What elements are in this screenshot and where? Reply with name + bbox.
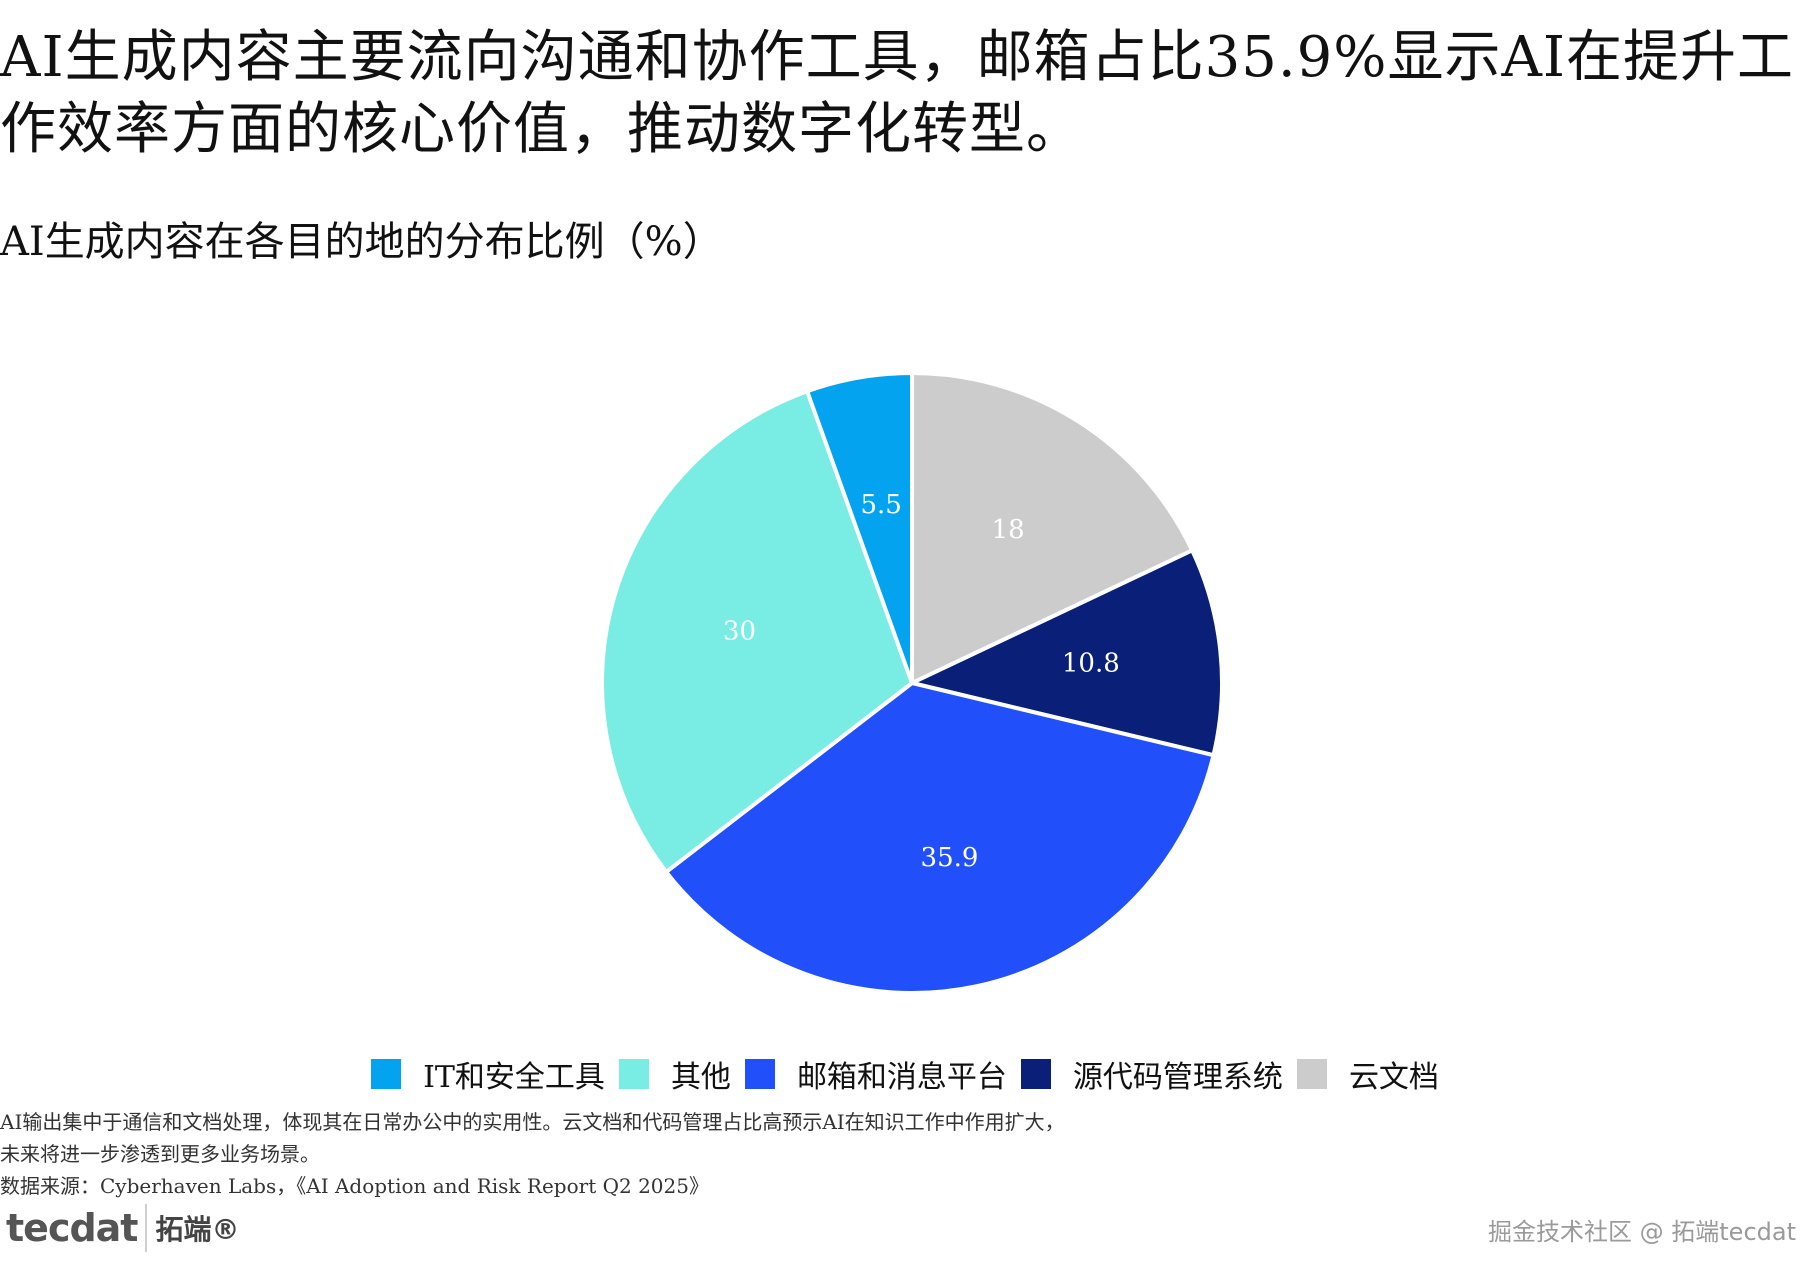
legend-swatch: [371, 1059, 402, 1089]
legend-item: 其他: [618, 1052, 735, 1096]
note-line: 未来将进一步渗透到更多业务场景。: [0, 1142, 320, 1166]
legend-swatch: [1020, 1059, 1051, 1089]
pie-chart: 18 10.8 35.9 30 5.5: [600, 371, 1224, 995]
chart-legend: IT和安全工具 其他 邮箱和消息平台 源代码管理系统 云文档: [0, 1052, 1814, 1096]
watermark: 掘金技术社区 @ 拓端tecdat: [1488, 1218, 1796, 1246]
pie-slice-0: [910, 371, 1195, 685]
slice-value-label: 35.9: [921, 843, 979, 873]
legend-label: 其他: [670, 1060, 731, 1095]
headline: AI生成内容主要流向沟通和协作工具，邮箱占比35.9%显示AI在提升工作效率方面…: [0, 25, 1795, 162]
logo-text: 拓端®: [155, 1213, 240, 1246]
slice-value-label: 10.8: [1062, 648, 1120, 678]
legend-item: 源代码管理系统: [1020, 1052, 1287, 1096]
logo-divider: [145, 1204, 148, 1252]
slice-value-label: 5.5: [860, 490, 901, 520]
legend-swatch: [744, 1059, 775, 1089]
source-line: 数据来源：Cyberhaven Labs，《AI Adoption and Ri…: [0, 1174, 709, 1198]
legend-swatch: [1296, 1059, 1327, 1089]
chart-notes: AI输出集中于通信和文档处理，体现其在日常办公中的实用性。云文档和代码管理占比高…: [0, 1106, 1065, 1202]
pie-slice-4: [805, 371, 914, 685]
legend-item: IT和安全工具: [371, 1052, 609, 1096]
tecdat-logo: tecdat 拓端®: [1, 1200, 240, 1260]
note-line: AI输出集中于通信和文档处理，体现其在日常办公中的实用性。云文档和代码管理占比高…: [0, 1110, 1065, 1134]
legend-label: IT和安全工具: [423, 1060, 605, 1095]
legend-label: 邮箱和消息平台: [796, 1060, 1007, 1095]
pie-slice-3: [600, 389, 914, 874]
pie-slice-1: [910, 548, 1224, 758]
legend-label: 源代码管理系统: [1072, 1060, 1283, 1095]
legend-label: 云文档: [1348, 1060, 1439, 1095]
pie-slice-2: [664, 681, 1216, 995]
legend-item: 邮箱和消息平台: [744, 1052, 1011, 1096]
chart-title: AI生成内容在各目的地的分布比例（%）: [0, 219, 723, 265]
logo-mark: tecdat: [1, 1200, 138, 1260]
slice-value-label: 18: [992, 515, 1025, 545]
slice-value-label: 30: [723, 616, 756, 646]
legend-item: 云文档: [1296, 1052, 1443, 1096]
legend-swatch: [618, 1059, 649, 1089]
